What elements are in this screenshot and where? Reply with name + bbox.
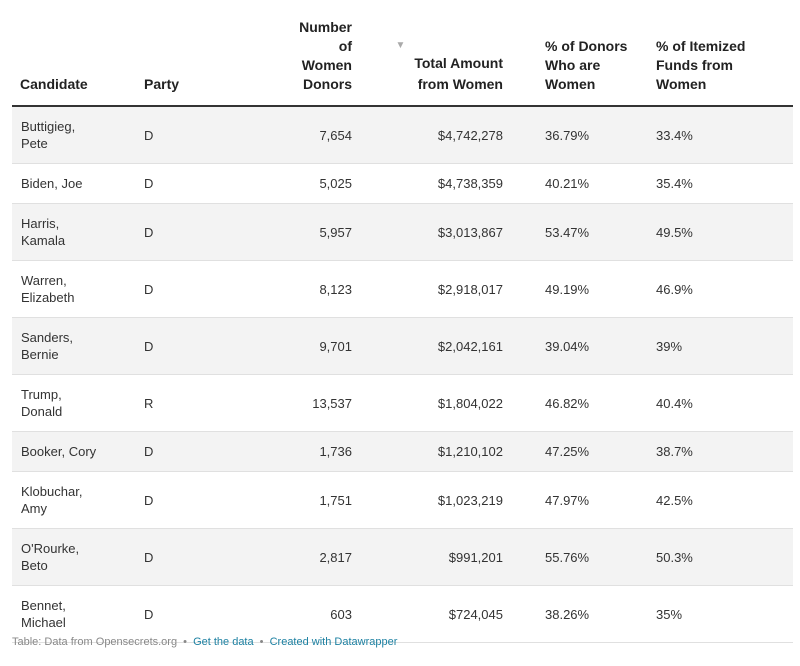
cell-party: D bbox=[136, 471, 249, 529]
cell-pct-donors: 47.25% bbox=[511, 431, 646, 472]
cell-party: D bbox=[136, 260, 249, 318]
cell-pct-donors: 39.04% bbox=[511, 317, 646, 375]
cell-pct-funds: 35% bbox=[646, 585, 793, 643]
cell-party: D bbox=[136, 163, 249, 204]
cell-candidate: Biden, Joe bbox=[12, 163, 136, 204]
cell-total-amount: $2,918,017 bbox=[360, 260, 511, 318]
cell-pct-donors: 36.79% bbox=[511, 106, 646, 164]
cell-candidate: Booker, Cory bbox=[12, 431, 136, 472]
header-pct-funds[interactable]: % of Itemized Funds from Women bbox=[646, 12, 793, 107]
created-with-datawrapper-link[interactable]: Created with Datawrapper bbox=[269, 636, 398, 648]
cell-candidate: Sanders, Bernie bbox=[12, 317, 136, 375]
table-body: Buttigieg, Pete D 7,654 $4,742,278 36.79% 33.4… bbox=[12, 106, 793, 643]
cell-candidate: Harris, Kamala bbox=[12, 203, 136, 261]
cell-total-amount: $991,201 bbox=[360, 528, 511, 586]
cell-candidate: Bennet, Michael bbox=[12, 585, 136, 643]
cell-party: D bbox=[136, 528, 249, 586]
footer-separator: • bbox=[183, 636, 187, 648]
cell-women-donors: 5,957 bbox=[249, 203, 360, 261]
table-row: Trump, Donald R 13,537 $1,804,022 46.82% 40.4% bbox=[12, 374, 793, 432]
table-row: Bennet, Michael D 603 $724,045 38.26% 35% bbox=[12, 585, 793, 643]
cell-pct-donors: 38.26% bbox=[511, 585, 646, 643]
cell-party: D bbox=[136, 431, 249, 472]
table-footer: Table: Data from Opensecrets.org • Get t… bbox=[12, 636, 397, 648]
table-header-row: Candidate Party Number of Women Donors ▼… bbox=[12, 12, 793, 107]
cell-pct-funds: 50.3% bbox=[646, 528, 793, 586]
cell-total-amount: $724,045 bbox=[360, 585, 511, 643]
cell-candidate: Warren, Elizabeth bbox=[12, 260, 136, 318]
table-row: Warren, Elizabeth D 8,123 $2,918,017 49.19% 46… bbox=[12, 260, 793, 318]
cell-pct-donors: 55.76% bbox=[511, 528, 646, 586]
get-the-data-link[interactable]: Get the data bbox=[193, 636, 254, 648]
cell-women-donors: 7,654 bbox=[249, 106, 360, 164]
cell-total-amount: $1,210,102 bbox=[360, 431, 511, 472]
table-row: Buttigieg, Pete D 7,654 $4,742,278 36.79% 33.4… bbox=[12, 106, 793, 164]
header-women-donors[interactable]: Number of Women Donors bbox=[249, 12, 360, 107]
cell-women-donors: 603 bbox=[249, 585, 360, 643]
cell-pct-donors: 40.21% bbox=[511, 163, 646, 204]
cell-women-donors: 1,736 bbox=[249, 431, 360, 472]
footer-source: Table: Data from Opensecrets.org bbox=[12, 636, 178, 648]
table-row: Klobuchar, Amy D 1,751 $1,023,219 47.97% 42.5% bbox=[12, 471, 793, 529]
footer-separator: • bbox=[259, 636, 264, 648]
cell-women-donors: 1,751 bbox=[249, 471, 360, 529]
table-row: Sanders, Bernie D 9,701 $2,042,161 39.04% 39% bbox=[12, 317, 793, 375]
cell-pct-funds: 49.5% bbox=[646, 203, 793, 261]
cell-total-amount: $2,042,161 bbox=[360, 317, 511, 375]
cell-women-donors: 9,701 bbox=[249, 317, 360, 375]
cell-pct-donors: 46.82% bbox=[511, 374, 646, 432]
sort-descending-icon: ▼ bbox=[395, 40, 406, 51]
cell-pct-funds: 33.4% bbox=[646, 106, 793, 164]
cell-pct-funds: 35.4% bbox=[646, 163, 793, 204]
cell-women-donors: 2,817 bbox=[249, 528, 360, 586]
cell-total-amount: $4,742,278 bbox=[360, 106, 511, 164]
cell-party: D bbox=[136, 106, 249, 164]
cell-pct-donors: 47.97% bbox=[511, 471, 646, 529]
header-candidate[interactable]: Candidate bbox=[12, 12, 136, 107]
cell-total-amount: $3,013,867 bbox=[360, 203, 511, 261]
cell-party: D bbox=[136, 585, 249, 643]
cell-pct-donors: 49.19% bbox=[511, 260, 646, 318]
header-party[interactable]: Party bbox=[136, 12, 249, 107]
cell-party: R bbox=[136, 374, 249, 432]
cell-party: D bbox=[136, 317, 249, 375]
cell-pct-funds: 42.5% bbox=[646, 471, 793, 529]
cell-women-donors: 13,537 bbox=[249, 374, 360, 432]
table-row: O'Rourke, Beto D 2,817 $991,201 55.76% 50.3% bbox=[12, 528, 793, 586]
cell-candidate: Klobuchar, Amy bbox=[12, 471, 136, 529]
cell-candidate: Trump, Donald bbox=[12, 374, 136, 432]
cell-candidate: Buttigieg, Pete bbox=[12, 106, 136, 164]
header-total-amount[interactable]: ▼Total Amount from Women bbox=[360, 12, 511, 107]
cell-pct-donors: 53.47% bbox=[511, 203, 646, 261]
cell-candidate: O'Rourke, Beto bbox=[12, 528, 136, 586]
data-table-container: Candidate Party Number of Women Donors ▼… bbox=[12, 12, 793, 643]
cell-women-donors: 5,025 bbox=[249, 163, 360, 204]
cell-pct-funds: 38.7% bbox=[646, 431, 793, 472]
cell-total-amount: $4,738,359 bbox=[360, 163, 511, 204]
cell-party: D bbox=[136, 203, 249, 261]
table-row: Booker, Cory D 1,736 $1,210,102 47.25% 38.7% bbox=[12, 431, 793, 472]
table-row: Biden, Joe D 5,025 $4,738,359 40.21% 35.4% bbox=[12, 163, 793, 204]
cell-pct-funds: 39% bbox=[646, 317, 793, 375]
cell-women-donors: 8,123 bbox=[249, 260, 360, 318]
cell-total-amount: $1,023,219 bbox=[360, 471, 511, 529]
table-row: Harris, Kamala D 5,957 $3,013,867 53.47% 49.5% bbox=[12, 203, 793, 261]
cell-pct-funds: 40.4% bbox=[646, 374, 793, 432]
cell-total-amount: $1,804,022 bbox=[360, 374, 511, 432]
data-table: Candidate Party Number of Women Donors ▼… bbox=[12, 12, 793, 643]
cell-pct-funds: 46.9% bbox=[646, 260, 793, 318]
header-pct-donors[interactable]: % of Donors Who are Women bbox=[511, 12, 646, 107]
